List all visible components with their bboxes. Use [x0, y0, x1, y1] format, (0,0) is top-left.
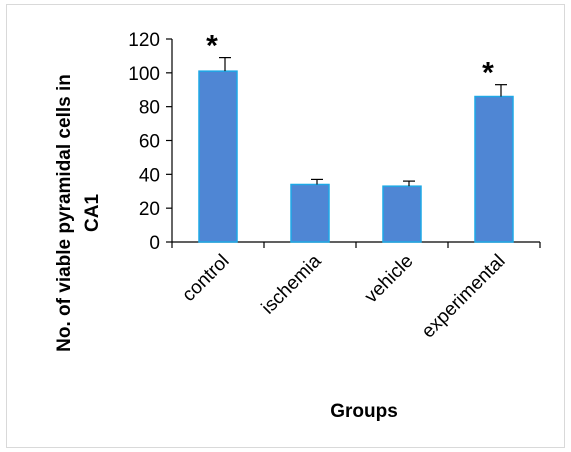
bar-experimental — [474, 95, 514, 243]
y-tick-label: 40 — [139, 165, 160, 186]
chart-frame — [6, 4, 565, 448]
significance-marker: * — [206, 30, 218, 63]
x-tick-label-ischemia: ischemia — [258, 250, 326, 318]
y-axis-title-line1: No. of viable pyramidal cells in — [54, 74, 75, 352]
x-tick-label-vehicle: vehicle — [361, 251, 418, 308]
x-tick-label-control: control — [178, 251, 233, 306]
y-axis-title-line2: CA1 — [82, 194, 103, 232]
x-axis-title: Groups — [330, 401, 398, 422]
y-axis-title: No. of viable pyramidal cells in CA1 — [54, 74, 103, 352]
y-tick-label: 0 — [149, 233, 160, 254]
bar-control — [198, 70, 238, 243]
y-tick-label: 80 — [139, 98, 160, 119]
significance-marker: * — [482, 57, 494, 90]
y-tick-label: 120 — [128, 30, 160, 51]
bar-vehicle — [382, 185, 422, 243]
y-tick-label: 100 — [128, 64, 160, 85]
plot-area: 0 20 40 60 80 100 120 * control ischemia vehicle * e… — [128, 30, 541, 343]
bar-ischemia — [290, 183, 330, 243]
y-tick-label: 60 — [139, 132, 160, 153]
x-tick-label-experimental: experimental — [418, 251, 510, 343]
y-tick-label: 20 — [139, 199, 160, 220]
